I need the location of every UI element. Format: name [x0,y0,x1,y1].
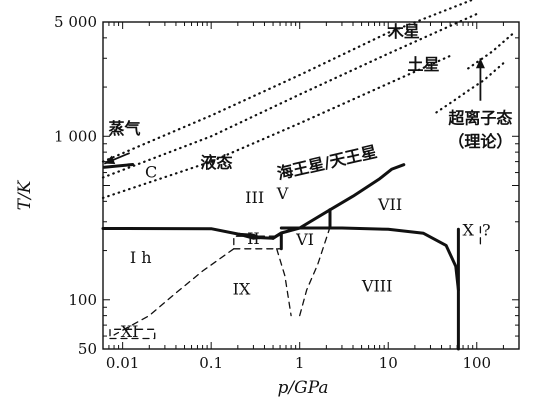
x-tick-label: 0.01 [106,354,139,372]
phase-boundary-vi-viii-dashed [299,226,331,317]
phase-boundary-vi-ix-dashed [276,248,292,317]
boundaries-layer [101,163,482,351]
y-tick-label: 5 000 [54,13,97,31]
region-label-ii: II [247,229,260,248]
y-axis-title: T/K [15,179,35,210]
region-label-iii: III [245,188,264,207]
steam-arrow-head [104,155,116,164]
region-label-steam: 蒸气 [109,119,141,138]
y-tick-label: 50 [78,340,97,358]
region-label-c: C [145,162,157,181]
region-label-saturn: 土星 [407,55,439,74]
region-label-x: X [462,220,474,239]
region-label-superionic: 超离子态 [447,108,512,127]
region-label-liquid: 液态 [201,153,233,172]
x-tick-label: 100 [462,354,491,372]
annotations-layer [103,58,485,165]
region-label-viii: VIII [361,277,393,296]
phase-boundary-xi-box [109,328,156,340]
phase-boundary-ii-box [233,235,282,250]
region-label-jupiter: 木星 [387,22,420,41]
phase-boundary-vii-viii-boundary [279,226,460,292]
phase-boundary-c-line [102,163,135,169]
planet-isentrope-1 [101,12,478,179]
region-label-vii: VII [377,195,402,214]
y-tick-label: 100 [68,291,97,309]
y-tick-label: 1 000 [54,127,97,145]
x-tick-label: 1 [295,354,305,372]
region-label-xi: XI [121,322,139,341]
x-tick-label: 0.1 [199,354,223,372]
superionic-arrow-head [475,58,485,69]
phase-boundary-melting-line-high [328,163,406,212]
planet-isentrope-0 [101,0,475,163]
x-axis-title: p/GPa [278,378,329,398]
isentropes-layer [101,0,514,199]
region-label-v: V [276,184,289,203]
region-label-theory: （理论） [448,132,512,151]
planet-isentrope-2 [101,54,452,199]
region-label-q: ? [482,220,491,239]
phase-boundary-melting-line-low [101,227,242,236]
region-label-ih: I h [130,248,152,267]
region-label-vi: VI [295,230,314,249]
phase-boundary-ih-ix-dashed [113,248,235,336]
planet-isentrope-3 [435,62,505,114]
region-label-ix: IX [233,279,251,298]
x-tick-label: 10 [379,354,398,372]
axes-layer: 0.01 0.1 1 10 100 50 100 1 000 5 000 p/GPa T/K [15,13,520,398]
